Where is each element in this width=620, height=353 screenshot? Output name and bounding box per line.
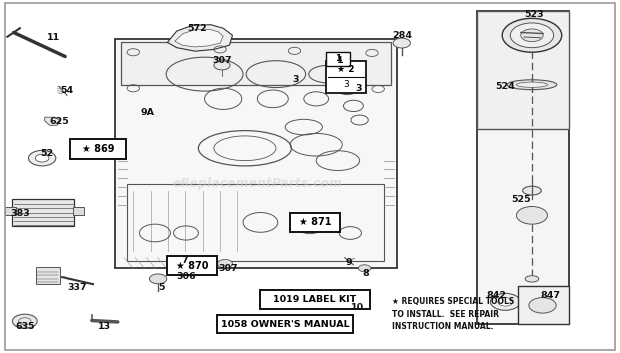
- Circle shape: [218, 259, 232, 268]
- Text: 307: 307: [212, 55, 232, 65]
- Bar: [217, 315, 353, 333]
- Text: 1: 1: [337, 55, 343, 65]
- Circle shape: [502, 18, 562, 52]
- Text: 525: 525: [511, 195, 531, 204]
- Text: 8: 8: [363, 269, 369, 278]
- Circle shape: [498, 298, 513, 306]
- Circle shape: [358, 265, 371, 272]
- Text: 52: 52: [40, 149, 53, 158]
- Circle shape: [29, 150, 56, 166]
- Text: 572: 572: [187, 24, 207, 33]
- Text: ★ 870: ★ 870: [176, 261, 208, 270]
- Bar: [172, 262, 200, 272]
- Ellipse shape: [525, 276, 539, 282]
- Text: 3: 3: [293, 75, 299, 84]
- Circle shape: [214, 61, 230, 70]
- Circle shape: [393, 38, 410, 48]
- Bar: [5, 207, 16, 215]
- Text: 1019 LABEL KIT: 1019 LABEL KIT: [273, 295, 356, 304]
- Text: 9: 9: [345, 258, 352, 268]
- Text: eReplacementParts.com: eReplacementParts.com: [172, 177, 342, 190]
- Bar: [518, 286, 569, 324]
- Text: 54: 54: [60, 85, 74, 95]
- Bar: [326, 52, 350, 66]
- Polygon shape: [175, 29, 223, 47]
- Text: 7: 7: [182, 256, 188, 265]
- Bar: [260, 290, 370, 309]
- Circle shape: [510, 23, 554, 48]
- Circle shape: [516, 207, 547, 224]
- Text: 13: 13: [97, 322, 111, 331]
- Circle shape: [149, 274, 167, 284]
- Bar: [127, 184, 384, 261]
- Circle shape: [521, 29, 543, 42]
- Text: ★ 869: ★ 869: [82, 144, 114, 154]
- Text: 524: 524: [495, 82, 515, 91]
- Bar: [290, 213, 340, 232]
- Circle shape: [35, 154, 49, 162]
- Text: 842: 842: [486, 291, 506, 300]
- Polygon shape: [12, 199, 74, 226]
- Bar: [477, 11, 569, 324]
- Text: 337: 337: [68, 283, 87, 292]
- Text: ★ 2: ★ 2: [337, 65, 355, 74]
- Text: 1: 1: [335, 54, 341, 64]
- Ellipse shape: [507, 80, 557, 90]
- Ellipse shape: [523, 186, 541, 195]
- Text: 284: 284: [392, 31, 412, 40]
- Text: 3: 3: [343, 80, 349, 89]
- Text: 5: 5: [158, 283, 164, 292]
- Polygon shape: [167, 25, 232, 51]
- Text: 383: 383: [10, 209, 30, 218]
- Text: ★ REQUIRES SPECIAL TOOLS
TO INSTALL.  SEE REPAIR
INSTRUCTION MANUAL.: ★ REQUIRES SPECIAL TOOLS TO INSTALL. SEE…: [392, 297, 515, 331]
- Text: 847: 847: [541, 291, 560, 300]
- Text: 306: 306: [176, 271, 196, 281]
- Text: 1058 OWNER'S MANUAL: 1058 OWNER'S MANUAL: [221, 319, 350, 329]
- Text: 10: 10: [350, 303, 364, 312]
- Text: 307: 307: [218, 264, 238, 274]
- Text: 625: 625: [49, 117, 69, 126]
- Bar: [477, 11, 569, 129]
- Bar: [326, 61, 366, 93]
- Ellipse shape: [516, 82, 547, 87]
- Text: 9A: 9A: [141, 108, 154, 118]
- Circle shape: [529, 298, 556, 313]
- Circle shape: [355, 298, 364, 303]
- Bar: [121, 42, 391, 85]
- Text: 523: 523: [525, 10, 544, 19]
- Text: ★ 871: ★ 871: [299, 217, 331, 227]
- Bar: [167, 256, 217, 275]
- Circle shape: [12, 314, 37, 328]
- Circle shape: [350, 295, 370, 306]
- Bar: [73, 207, 84, 215]
- Text: 3: 3: [355, 84, 361, 94]
- Circle shape: [490, 293, 520, 310]
- Text: 11: 11: [47, 32, 61, 42]
- Text: 635: 635: [15, 322, 35, 331]
- Bar: [70, 139, 126, 159]
- Bar: [36, 267, 60, 284]
- Bar: [115, 39, 397, 268]
- Polygon shape: [45, 117, 61, 125]
